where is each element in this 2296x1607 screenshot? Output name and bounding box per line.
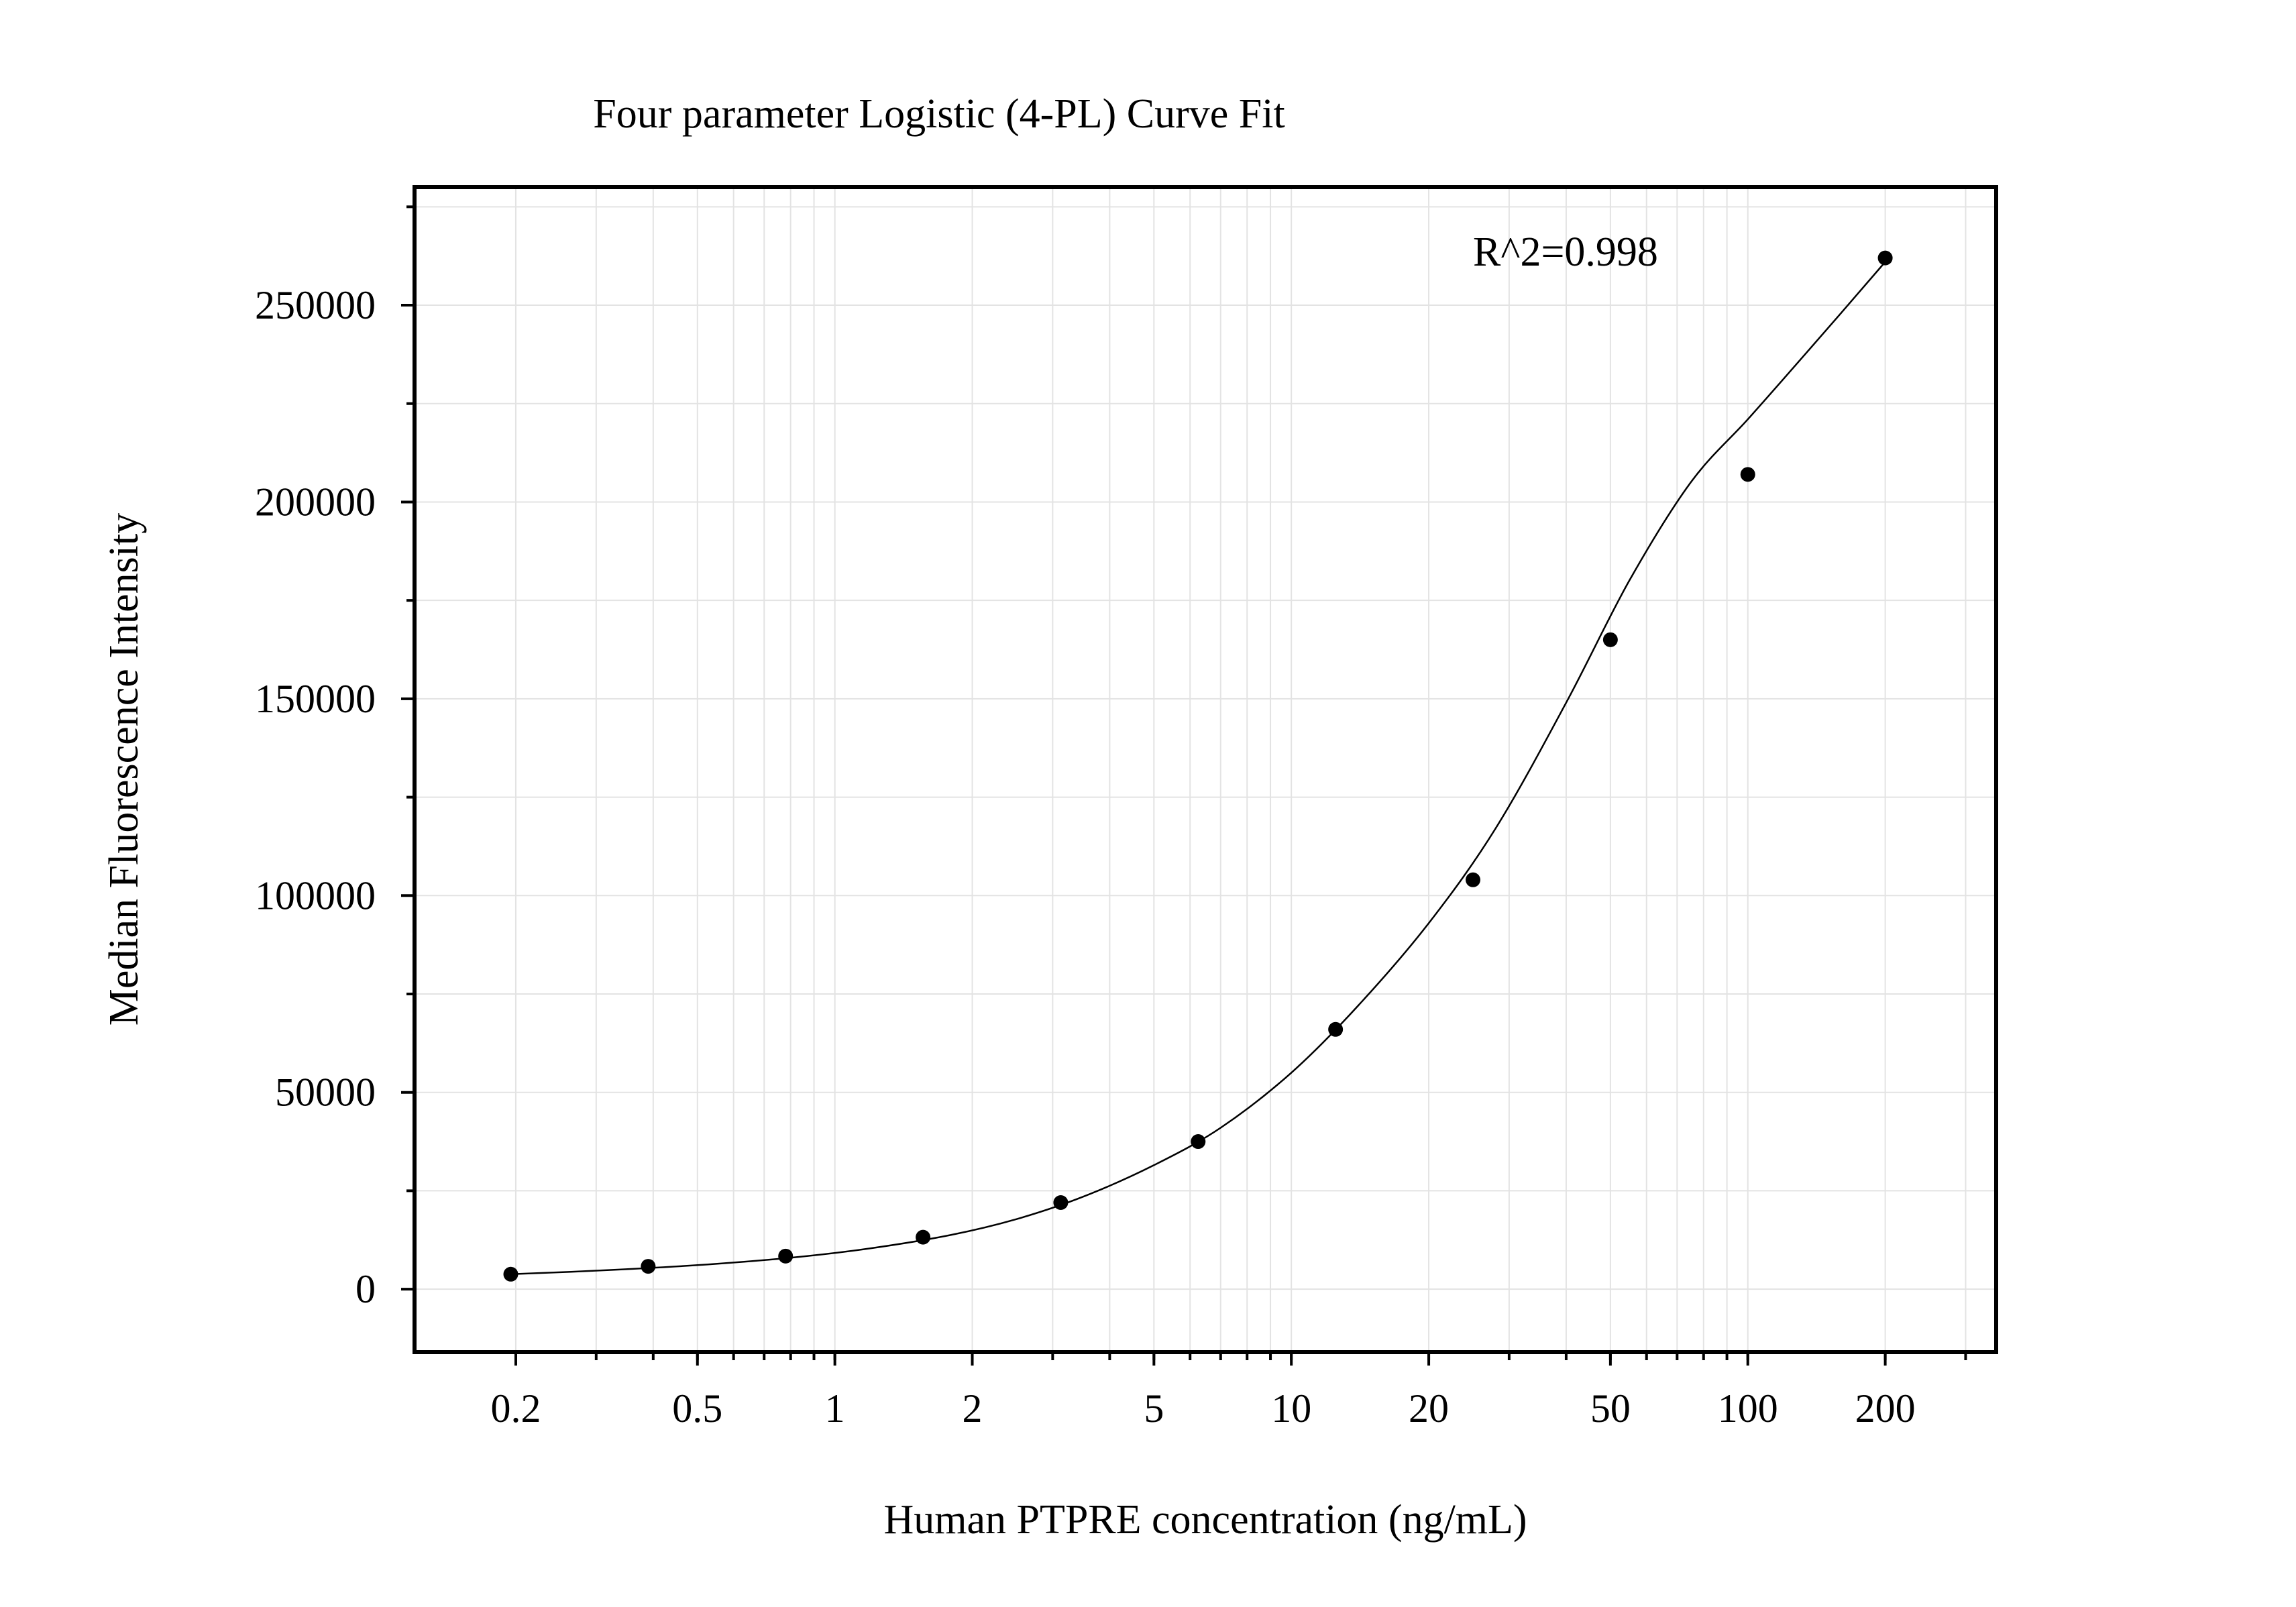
data-point [1877,250,1893,266]
grid [415,187,1996,1352]
plot-frame [413,185,1998,1354]
data-point [1191,1134,1206,1150]
x-axis-label: Human PTPRE concentration (ng/mL) [883,1497,1527,1543]
x-tick-label: 10 [1271,1386,1311,1431]
y-tick-labels: 0 50000 100000 150000 200000 250000 [255,283,376,1311]
axis-ticks [401,205,1967,1366]
data-point [1740,467,1755,482]
data-points [503,250,1893,1282]
y-axis-label: Median Fluorescence Intensity [101,513,147,1026]
r-squared-annotation: R^2=0.998 [1473,229,1658,275]
y-tick-label: 100000 [255,873,376,918]
x-tick-label: 200 [1855,1386,1916,1431]
y-tick-label: 0 [356,1267,376,1311]
data-point [1328,1021,1344,1037]
x-tick-label: 20 [1409,1386,1449,1431]
chart-title: Four parameter Logistic (4-PL) Curve Fit [593,91,1284,137]
data-point [916,1229,931,1245]
x-tick-label: 0.2 [490,1386,541,1431]
x-tick-labels: 0.2 0.5 1 2 5 10 20 50 100 200 [490,1386,1915,1431]
data-point [1053,1195,1069,1211]
x-tick-label: 1 [825,1386,845,1431]
x-tick-label: 2 [963,1386,983,1431]
y-tick-label: 50000 [275,1070,376,1115]
x-tick-label: 50 [1590,1386,1631,1431]
fit-curve-layer [510,261,1886,1276]
data-point [778,1248,794,1264]
data-point [1466,872,1481,887]
x-tick-label: 5 [1144,1386,1164,1431]
data-point [503,1266,518,1282]
data-point [641,1259,656,1274]
y-tick-label: 250000 [255,283,376,327]
data-point [1602,632,1618,647]
y-tick-label: 200000 [255,480,376,524]
x-tick-label: 100 [1718,1386,1778,1431]
y-tick-label: 150000 [255,677,376,721]
fit-curve [510,261,1886,1276]
x-tick-label: 0.5 [672,1386,722,1431]
